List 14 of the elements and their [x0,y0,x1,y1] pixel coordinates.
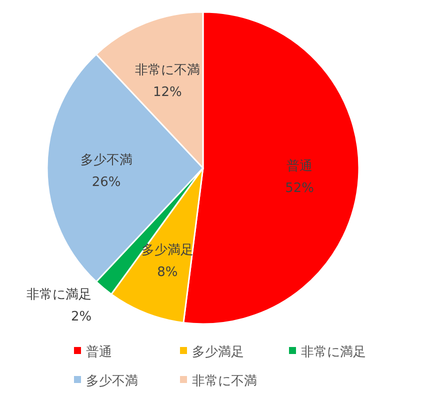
slice-label: 非常に満足 [26,288,92,303]
slice-label: 非常に不満 [134,63,200,78]
slice-label: 普通 [286,158,313,174]
data-label: 52% [285,181,314,196]
data-label: 12% [152,85,182,100]
legend-label: 非常に不満 [192,374,257,389]
legend-label: 多少不満 [86,374,138,389]
legend-label: 普通 [86,344,112,360]
data-label: 8% [157,264,178,280]
data-label: 26% [92,175,121,190]
data-label: 2% [71,310,92,325]
slice-label: 多少不満 [80,153,132,168]
legend-label: 非常に満足 [301,345,366,360]
legend-label: 多少満足 [192,345,244,360]
